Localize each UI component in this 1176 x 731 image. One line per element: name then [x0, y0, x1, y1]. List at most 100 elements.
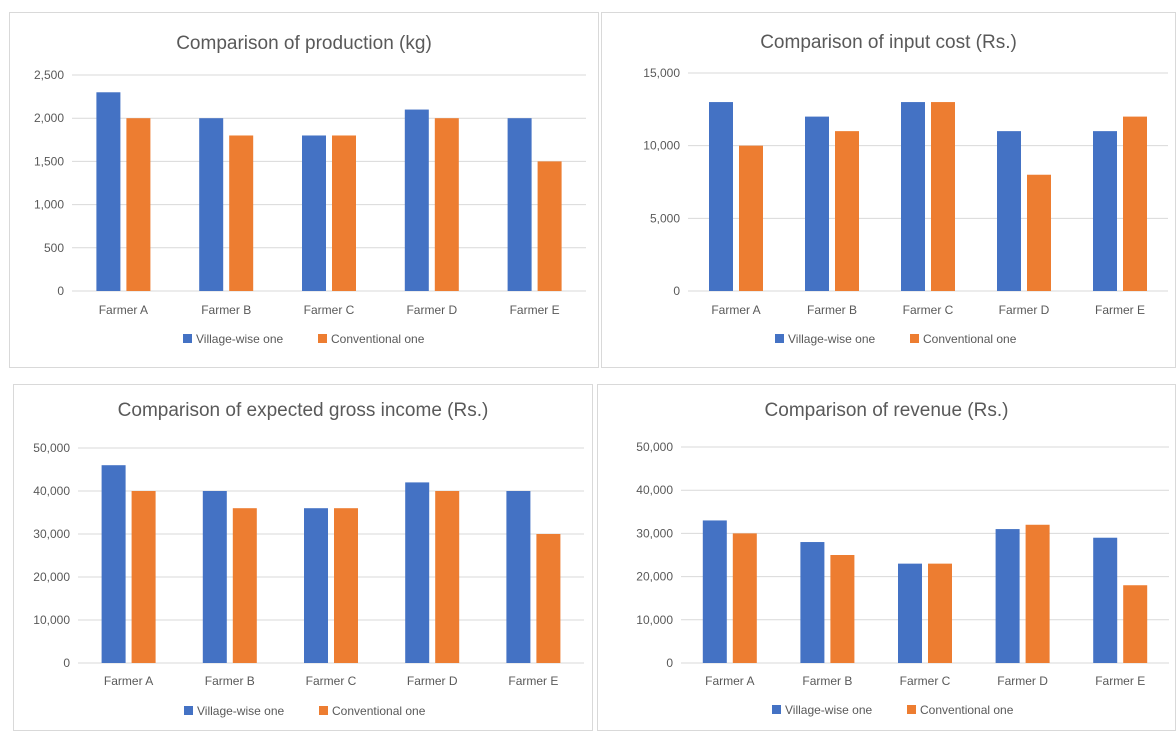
bar-conventional — [732, 533, 757, 663]
x-category-label: Farmer E — [510, 303, 560, 317]
y-tick-label: 30,000 — [636, 526, 673, 540]
y-tick-label: 50,000 — [636, 440, 673, 454]
bar-village-wise — [506, 491, 531, 663]
bar-village-wise — [997, 131, 1021, 291]
x-category-label: Farmer A — [711, 303, 760, 317]
bar-chart: Comparison of expected gross income (Rs.… — [33, 400, 584, 718]
bar-conventional — [931, 102, 955, 291]
legend-swatch-village-wise — [183, 334, 192, 343]
bar-village-wise — [702, 520, 727, 663]
bar-conventional — [229, 135, 254, 291]
bar-conventional — [537, 161, 562, 291]
bar-village-wise — [1093, 131, 1117, 291]
y-tick-label: 50,000 — [33, 441, 70, 455]
bar-village-wise — [507, 118, 532, 291]
bar-village-wise — [800, 542, 825, 663]
legend-swatch-village-wise — [775, 334, 784, 343]
legend-label: Conventional one — [331, 332, 425, 346]
x-category-label: Farmer A — [104, 674, 153, 688]
bar-conventional — [1025, 524, 1050, 663]
y-tick-label: 10,000 — [643, 139, 680, 153]
chart-title: Comparison of expected gross income (Rs.… — [118, 400, 489, 421]
bar-village-wise — [101, 465, 126, 663]
y-tick-label: 20,000 — [33, 570, 70, 584]
bar-village-wise — [805, 116, 829, 291]
y-tick-label: 30,000 — [33, 527, 70, 541]
bar-village-wise — [1093, 537, 1118, 663]
legend-swatch-conventional — [319, 706, 328, 715]
bar-village-wise — [405, 482, 430, 663]
bar-conventional — [830, 555, 855, 663]
bar-conventional — [536, 534, 561, 663]
y-tick-label: 0 — [57, 284, 64, 298]
x-category-label: Farmer E — [508, 674, 558, 688]
chart-panel-production: Comparison of production (kg) 0 500 1,000 1,… — [9, 12, 599, 368]
x-category-label: Farmer C — [304, 303, 355, 317]
y-tick-label: 20,000 — [636, 570, 673, 584]
bar-village-wise — [302, 135, 326, 291]
chart-panel-input-cost: Comparison of input cost (Rs.) 0 5,000 10,0… — [601, 12, 1176, 368]
bar-conventional — [434, 118, 459, 291]
bar-village-wise — [304, 508, 328, 663]
x-category-label: Farmer C — [903, 303, 954, 317]
legend-label: Village-wise one — [788, 332, 875, 346]
legend-label: Village-wise one — [197, 704, 284, 718]
legend-swatch-village-wise — [184, 706, 193, 715]
y-tick-label: 2,500 — [34, 68, 64, 82]
bar-village-wise — [709, 102, 733, 291]
x-category-label: Farmer B — [201, 303, 251, 317]
bar-conventional — [1123, 116, 1147, 291]
y-tick-label: 10,000 — [33, 613, 70, 627]
legend-label: Conventional one — [332, 704, 426, 718]
bar-conventional — [131, 491, 156, 663]
y-tick-label: 15,000 — [643, 66, 680, 80]
x-category-label: Farmer A — [99, 303, 148, 317]
bar-village-wise — [898, 563, 922, 663]
y-tick-label: 0 — [63, 656, 70, 670]
bar-village-wise — [901, 102, 925, 291]
y-tick-label: 0 — [666, 656, 673, 670]
bar-conventional — [435, 491, 460, 663]
x-category-label: Farmer D — [997, 674, 1048, 688]
y-tick-label: 1,000 — [34, 198, 64, 212]
bar-village-wise — [995, 529, 1020, 663]
x-category-label: Farmer B — [205, 674, 255, 688]
chart-panel-gross-income: Comparison of expected gross income (Rs.… — [13, 384, 593, 731]
x-category-label: Farmer A — [705, 674, 754, 688]
bar-chart: Comparison of revenue (Rs.) 0 10,000 20,000… — [636, 400, 1169, 717]
y-tick-label: 1,500 — [34, 154, 64, 168]
bar-conventional — [1123, 585, 1148, 663]
y-tick-label: 2,000 — [34, 111, 64, 125]
bar-conventional — [739, 145, 763, 291]
chart-panel-revenue: Comparison of revenue (Rs.) 0 10,000 20,000… — [597, 384, 1176, 731]
x-category-label: Farmer D — [406, 303, 457, 317]
legend-label: Village-wise one — [196, 332, 283, 346]
chart-title: Comparison of production (kg) — [176, 33, 432, 54]
y-tick-label: 0 — [673, 284, 680, 298]
x-category-label: Farmer E — [1095, 303, 1145, 317]
y-tick-label: 10,000 — [636, 613, 673, 627]
x-category-label: Farmer D — [407, 674, 458, 688]
bar-conventional — [1027, 174, 1051, 291]
x-category-label: Farmer B — [802, 674, 852, 688]
y-tick-label: 40,000 — [636, 483, 673, 497]
bar-village-wise — [202, 491, 227, 663]
bar-village-wise — [199, 118, 224, 291]
bar-conventional — [126, 118, 151, 291]
x-category-label: Farmer C — [306, 674, 357, 688]
bar-conventional — [334, 508, 358, 663]
bar-conventional — [232, 508, 257, 663]
y-tick-label: 40,000 — [33, 484, 70, 498]
bar-conventional — [332, 135, 356, 291]
bar-village-wise — [404, 109, 429, 291]
chart-title: Comparison of revenue (Rs.) — [765, 400, 1009, 421]
x-category-label: Farmer E — [1095, 674, 1145, 688]
bar-village-wise — [96, 92, 121, 291]
legend-label: Conventional one — [920, 703, 1014, 717]
x-category-label: Farmer C — [900, 674, 951, 688]
bar-chart: Comparison of input cost (Rs.) 0 5,000 10,0… — [643, 32, 1168, 346]
bar-conventional — [928, 563, 952, 663]
y-tick-label: 5,000 — [650, 211, 680, 225]
legend-swatch-conventional — [910, 334, 919, 343]
legend-label: Village-wise one — [785, 703, 872, 717]
